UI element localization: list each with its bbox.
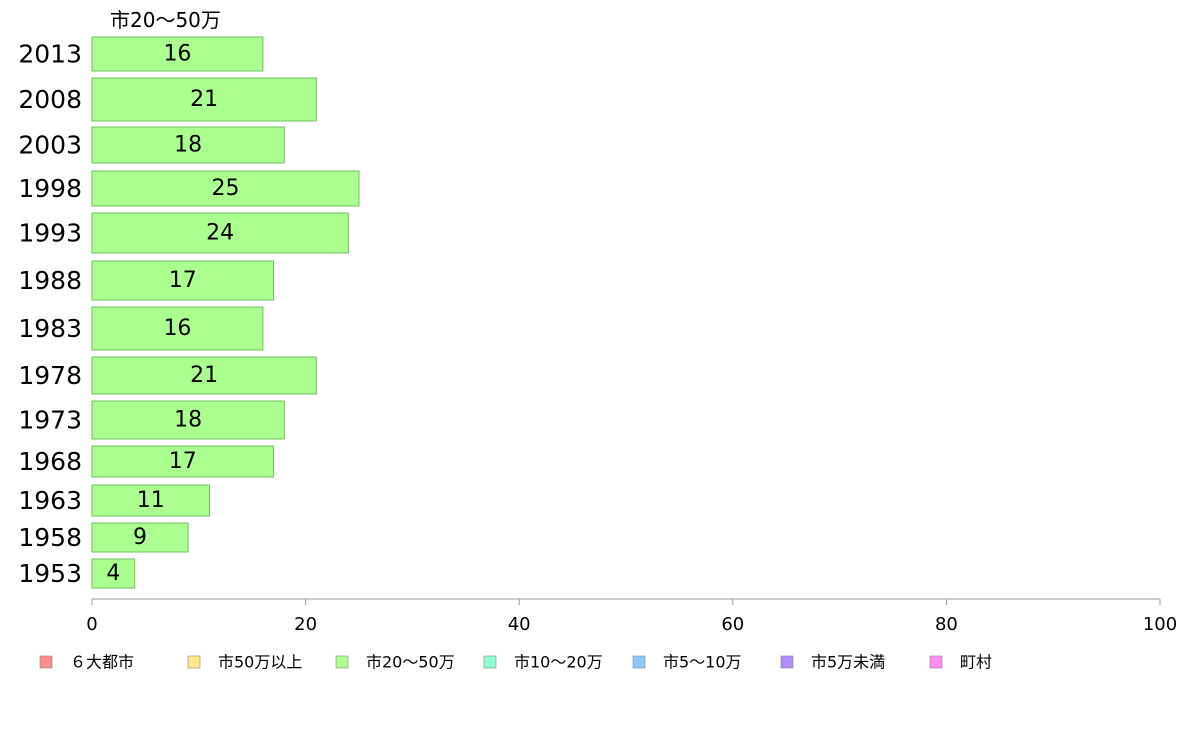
data-label: 18 <box>174 133 202 158</box>
x-tick-label: 100 <box>1143 614 1177 635</box>
x-tick-label: 0 <box>86 614 97 635</box>
x-tick-label: 60 <box>721 614 744 635</box>
legend-swatch <box>187 655 201 669</box>
x-axis: 0 20 40 60 80 100 <box>86 598 1177 635</box>
data-label: 24 <box>206 221 234 246</box>
data-label: 18 <box>174 408 202 433</box>
bar <box>91 260 275 301</box>
legend-label: 市10〜20万 <box>514 653 603 672</box>
x-tick-label: 20 <box>294 614 317 635</box>
data-label: 4 <box>106 561 120 586</box>
data-label: 16 <box>163 316 191 341</box>
y-tick-label: 1993 <box>18 219 82 248</box>
bar <box>91 356 317 395</box>
bar <box>91 445 275 478</box>
bar <box>91 170 360 207</box>
x-tick-label: 80 <box>935 614 958 635</box>
legend-label: 市20〜50万 <box>366 653 455 672</box>
y-tick-label: 1983 <box>18 314 82 343</box>
bar <box>91 36 264 72</box>
legend-swatch <box>929 655 943 669</box>
legend-swatch <box>335 655 349 669</box>
bar <box>91 484 210 517</box>
bar <box>91 558 136 589</box>
series-title: 市20〜50万 <box>110 8 221 32</box>
y-tick-label: 1958 <box>18 523 82 552</box>
legend-label: 市5〜10万 <box>663 653 742 672</box>
legend-label: 市5万未満 <box>811 653 885 672</box>
bar <box>91 306 264 351</box>
y-tick-label: 1978 <box>18 361 82 390</box>
y-tick-label: 1998 <box>18 174 82 203</box>
bars-layer: 2013 16 2008 21 2003 18 1998 25 1993 24 1988 17 1983… <box>18 36 360 589</box>
y-tick-label: 2008 <box>18 85 82 114</box>
bar <box>91 126 285 164</box>
y-tick-label: 1973 <box>18 406 82 435</box>
data-label: 21 <box>190 363 218 388</box>
bar <box>91 212 349 254</box>
data-label: 16 <box>163 42 191 67</box>
y-tick-label: 1953 <box>18 559 82 588</box>
legend-label: 町村 <box>960 653 992 672</box>
data-label: 17 <box>169 449 197 474</box>
y-tick-label: 1988 <box>18 266 82 295</box>
data-label: 9 <box>133 525 147 550</box>
y-tick-label: 1963 <box>18 486 82 515</box>
bar <box>91 522 189 553</box>
legend-swatch <box>483 655 497 669</box>
legend-swatch <box>632 655 646 669</box>
legend-label: 市50万以上 <box>218 653 302 672</box>
y-tick-label: 2003 <box>18 131 82 160</box>
legend-label: ６大都市 <box>70 653 134 672</box>
x-tick-label: 40 <box>508 614 531 635</box>
y-tick-label: 2013 <box>18 40 82 69</box>
legend-swatch <box>39 655 53 669</box>
data-label: 21 <box>190 87 218 112</box>
data-label: 17 <box>169 268 197 293</box>
bar <box>91 400 285 440</box>
bar <box>91 77 317 122</box>
y-tick-label: 1968 <box>18 447 82 476</box>
legend-swatch <box>780 655 794 669</box>
data-label: 11 <box>137 488 165 513</box>
legend: ６大都市 市50万以上 市20〜50万 市10〜20万 市5〜10万 市5万未満 町村 <box>39 653 992 672</box>
data-label: 25 <box>212 176 240 201</box>
